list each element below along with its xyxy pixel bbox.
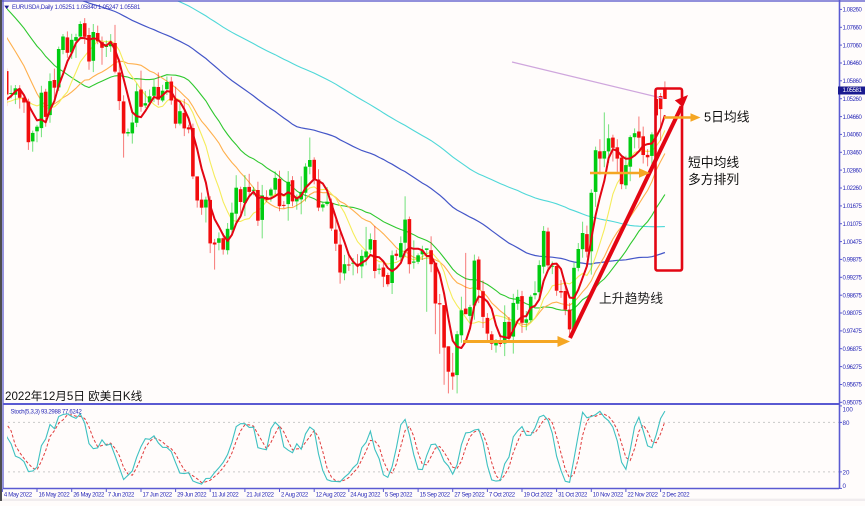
svg-text:1.03460: 1.03460 — [843, 151, 863, 157]
svg-text:1.01075: 1.01075 — [843, 222, 863, 228]
svg-text:多方排列: 多方排列 — [688, 172, 739, 187]
svg-text:短中均线: 短中均线 — [688, 155, 739, 170]
svg-text:80: 80 — [843, 420, 850, 427]
svg-text:1.00475: 1.00475 — [843, 240, 863, 246]
svg-text:1.08260: 1.08260 — [843, 8, 863, 14]
svg-text:11 Jul 2022: 11 Jul 2022 — [212, 493, 240, 499]
svg-text:0.97475: 0.97475 — [843, 329, 863, 335]
svg-text:22 Nov 2022: 22 Nov 2022 — [627, 493, 658, 499]
svg-text:1.05860: 1.05860 — [843, 79, 863, 85]
svg-text:4 May 2022: 4 May 2022 — [4, 493, 33, 499]
svg-text:17 Jun 2022: 17 Jun 2022 — [143, 493, 173, 499]
svg-text:2 Aug 2022: 2 Aug 2022 — [281, 493, 309, 499]
svg-text:1.07660: 1.07660 — [843, 26, 863, 32]
svg-text:1.02260: 1.02260 — [843, 186, 863, 192]
svg-text:10 Nov 2022: 10 Nov 2022 — [593, 493, 624, 499]
svg-text:上升趋势线: 上升趋势线 — [599, 291, 663, 306]
svg-text:16 May 2022: 16 May 2022 — [39, 493, 71, 499]
svg-text:7 Jun 2022: 7 Jun 2022 — [108, 493, 135, 499]
svg-text:31 Oct 2022: 31 Oct 2022 — [558, 493, 588, 499]
svg-text:0.99875: 0.99875 — [843, 258, 863, 264]
svg-text:0: 0 — [843, 483, 847, 490]
svg-text:21 Jul 2022: 21 Jul 2022 — [246, 493, 274, 499]
svg-text:15 Sep 2022: 15 Sep 2022 — [420, 493, 451, 499]
svg-text:1.06460: 1.06460 — [843, 61, 863, 67]
svg-text:0.99275: 0.99275 — [843, 276, 863, 282]
svg-text:1.04060: 1.04060 — [843, 133, 863, 139]
svg-text:19 Oct 2022: 19 Oct 2022 — [524, 493, 554, 499]
svg-text:26 May 2022: 26 May 2022 — [73, 493, 105, 499]
svg-text:5 Sep 2022: 5 Sep 2022 — [385, 493, 413, 499]
svg-text:1.07060: 1.07060 — [843, 43, 863, 49]
svg-text:100: 100 — [843, 406, 854, 413]
svg-text:29 Jun 2022: 29 Jun 2022 — [177, 493, 207, 499]
svg-text:0.95675: 0.95675 — [843, 383, 863, 389]
svg-text:0.95075: 0.95075 — [843, 401, 863, 407]
svg-text:1.04660: 1.04660 — [843, 115, 863, 121]
svg-text:Stoch(5,3,3) 93.2988 77.6242: Stoch(5,3,3) 93.2988 77.6242 — [11, 409, 83, 415]
svg-text:0.96875: 0.96875 — [843, 347, 863, 353]
svg-text:20: 20 — [843, 469, 850, 476]
svg-text:1.05260: 1.05260 — [843, 97, 863, 103]
svg-text:2 Dec 2022: 2 Dec 2022 — [662, 493, 690, 499]
svg-text:1.01675: 1.01675 — [843, 204, 863, 210]
svg-text:1.02860: 1.02860 — [843, 168, 863, 174]
svg-text:0.98675: 0.98675 — [843, 293, 863, 299]
svg-text:0.98075: 0.98075 — [843, 311, 863, 317]
svg-text:7 Oct 2022: 7 Oct 2022 — [489, 493, 516, 499]
svg-text:2022年12月5日 欧美日K线: 2022年12月5日 欧美日K线 — [5, 389, 143, 403]
svg-text:27 Sep 2022: 27 Sep 2022 — [454, 493, 485, 499]
svg-text:EURUSD#,Daily 1.05251 1.05840: EURUSD#,Daily 1.05251 1.05840 1.05247 1.… — [12, 5, 141, 11]
svg-text:5日均线: 5日均线 — [704, 110, 750, 125]
svg-text:0.96275: 0.96275 — [843, 365, 863, 371]
svg-text:1.05581: 1.05581 — [843, 88, 863, 94]
svg-text:24 Aug 2022: 24 Aug 2022 — [350, 493, 381, 499]
svg-text:12 Aug 2022: 12 Aug 2022 — [316, 493, 347, 499]
